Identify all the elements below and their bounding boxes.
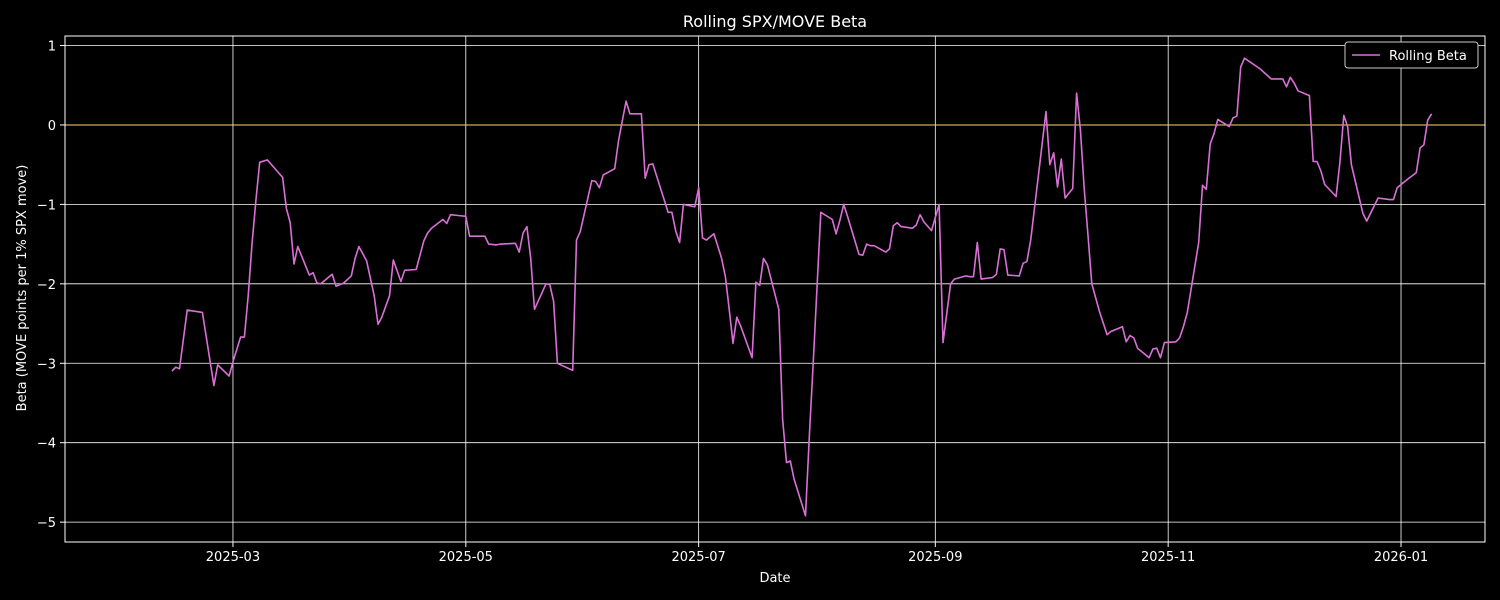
x-axis-label: Date <box>759 571 790 586</box>
x-tick-label: 2025-11 <box>1141 550 1195 565</box>
legend-label-rolling-beta: Rolling Beta <box>1389 49 1467 64</box>
y-axis-label: Beta (MOVE points per 1% SPX move) <box>15 165 30 412</box>
x-tick-label: 2025-07 <box>671 550 725 565</box>
series-group <box>171 57 1433 517</box>
x-tick-label: 2025-03 <box>206 550 260 565</box>
x-tick-label: 2025-05 <box>439 550 493 565</box>
y-tick-label: −1 <box>37 198 56 213</box>
plot-frame <box>64 35 1486 543</box>
y-tick-label: −4 <box>37 437 56 452</box>
chart-title: Rolling SPX/MOVE Beta <box>683 12 867 31</box>
y-tick-label: −3 <box>37 357 56 372</box>
y-tick-label: 0 <box>48 119 56 134</box>
y-tick-label: 1 <box>48 40 56 55</box>
legend-box <box>1344 41 1479 69</box>
y-tick-label: −5 <box>37 516 56 531</box>
y-tick-label: −2 <box>37 278 56 293</box>
x-tick-label: 2026-01 <box>1374 550 1428 565</box>
legend: Rolling Beta <box>1344 41 1479 69</box>
series-line-rolling-beta <box>171 57 1433 517</box>
axis-ticks: 2025-03 2025-05 2025-07 2025-09 2025-11 2026-… <box>37 40 1428 565</box>
grid <box>65 36 1485 542</box>
x-tick-label: 2025-09 <box>908 550 962 565</box>
